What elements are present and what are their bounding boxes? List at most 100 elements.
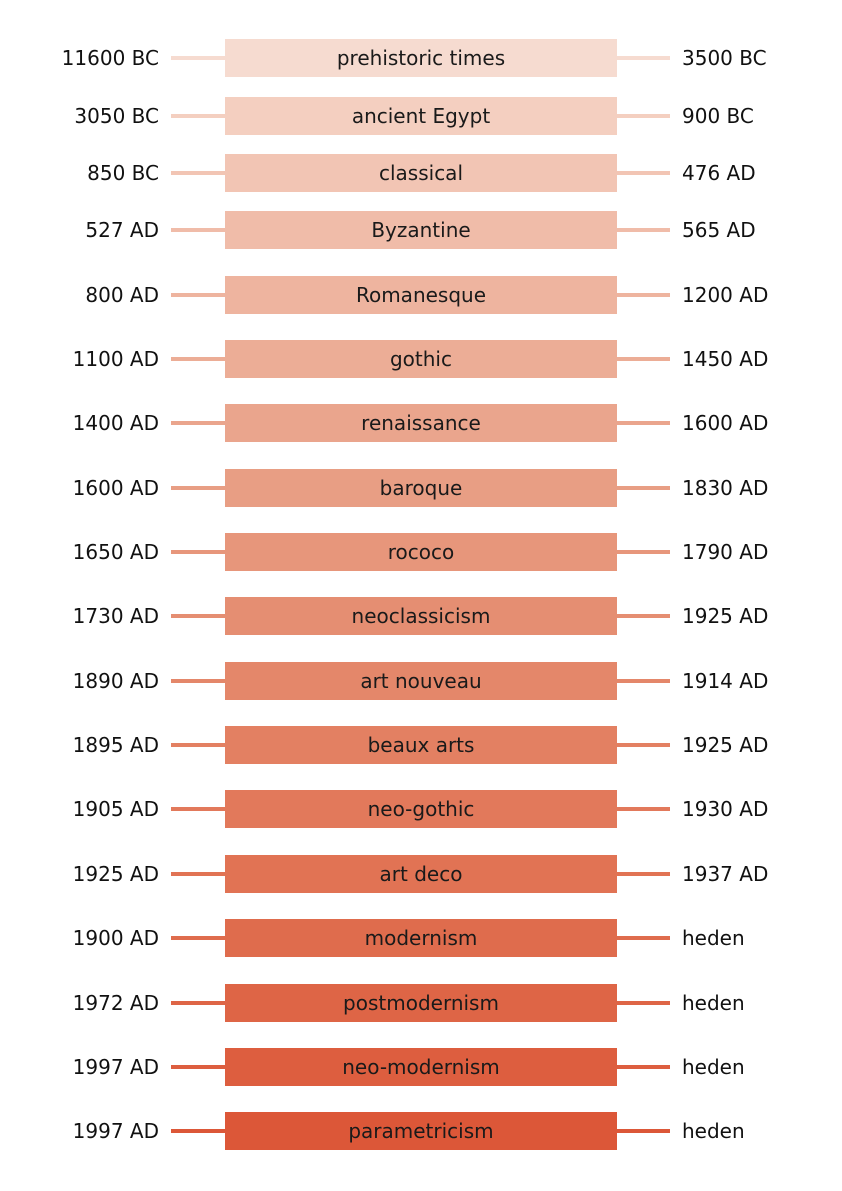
period-row: 1997 AD neo-modernism heden <box>0 1048 842 1086</box>
period-end-label: 1930 AD <box>682 797 769 821</box>
period-bar: ancient Egypt <box>225 97 617 135</box>
period-end-label: 3500 BC <box>682 46 767 70</box>
period-bar: classical <box>225 154 617 192</box>
connector-line-right <box>617 56 670 60</box>
period-bar: parametricism <box>225 1112 617 1150</box>
period-start-label: 11600 BC <box>61 46 159 70</box>
connector-line-left <box>171 357 225 361</box>
period-bar: rococo <box>225 533 617 571</box>
connector-line-left <box>171 1129 225 1133</box>
connector-line-right <box>617 293 670 297</box>
period-bar: baroque <box>225 469 617 507</box>
connector-line-right <box>617 114 670 118</box>
period-start-label: 3050 BC <box>74 104 159 128</box>
period-end-label: heden <box>682 926 745 950</box>
connector-line-left <box>171 114 225 118</box>
period-row: 850 BC classical 476 AD <box>0 154 842 192</box>
period-end-label: 900 BC <box>682 104 754 128</box>
period-start-label: 1997 AD <box>72 1055 159 1079</box>
period-start-label: 800 AD <box>85 283 159 307</box>
period-row: 1900 AD modernism heden <box>0 919 842 957</box>
connector-line-right <box>617 614 670 618</box>
period-row: 1905 AD neo-gothic 1930 AD <box>0 790 842 828</box>
period-end-label: 1790 AD <box>682 540 769 564</box>
connector-line-right <box>617 1129 670 1133</box>
period-row: 1600 AD baroque 1830 AD <box>0 469 842 507</box>
connector-line-left <box>171 679 225 683</box>
period-bar: Romanesque <box>225 276 617 314</box>
period-row: 1730 AD neoclassicism 1925 AD <box>0 597 842 635</box>
period-bar: neo-gothic <box>225 790 617 828</box>
period-row: 1895 AD beaux arts 1925 AD <box>0 726 842 764</box>
period-row: 527 AD Byzantine 565 AD <box>0 211 842 249</box>
period-bar: gothic <box>225 340 617 378</box>
period-row: 3050 BC ancient Egypt 900 BC <box>0 97 842 135</box>
connector-line-left <box>171 1065 225 1069</box>
period-end-label: 1925 AD <box>682 604 769 628</box>
period-start-label: 1730 AD <box>72 604 159 628</box>
period-end-label: 476 AD <box>682 161 756 185</box>
connector-line-left <box>171 743 225 747</box>
connector-line-right <box>617 679 670 683</box>
period-bar: Byzantine <box>225 211 617 249</box>
connector-line-left <box>171 936 225 940</box>
period-start-label: 1895 AD <box>72 733 159 757</box>
connector-line-left <box>171 421 225 425</box>
connector-line-right <box>617 550 670 554</box>
period-start-label: 527 AD <box>85 218 159 242</box>
period-row: 1925 AD art deco 1937 AD <box>0 855 842 893</box>
period-end-label: 1937 AD <box>682 862 769 886</box>
period-end-label: 1450 AD <box>682 347 769 371</box>
connector-line-left <box>171 293 225 297</box>
period-start-label: 850 BC <box>87 161 159 185</box>
period-end-label: 565 AD <box>682 218 756 242</box>
period-start-label: 1650 AD <box>72 540 159 564</box>
period-start-label: 1925 AD <box>72 862 159 886</box>
period-end-label: heden <box>682 991 745 1015</box>
connector-line-left <box>171 56 225 60</box>
connector-line-left <box>171 614 225 618</box>
period-bar: neo-modernism <box>225 1048 617 1086</box>
period-bar: renaissance <box>225 404 617 442</box>
period-row: 1650 AD rococo 1790 AD <box>0 533 842 571</box>
connector-line-right <box>617 1065 670 1069</box>
period-end-label: heden <box>682 1119 745 1143</box>
connector-line-right <box>617 872 670 876</box>
period-start-label: 1600 AD <box>72 476 159 500</box>
connector-line-right <box>617 807 670 811</box>
connector-line-left <box>171 872 225 876</box>
connector-line-right <box>617 743 670 747</box>
connector-line-right <box>617 171 670 175</box>
period-end-label: 1600 AD <box>682 411 769 435</box>
period-row: 1997 AD parametricism heden <box>0 1112 842 1150</box>
connector-line-right <box>617 1001 670 1005</box>
period-start-label: 1100 AD <box>72 347 159 371</box>
period-start-label: 1997 AD <box>72 1119 159 1143</box>
period-start-label: 1972 AD <box>72 991 159 1015</box>
period-end-label: 1200 AD <box>682 283 769 307</box>
period-end-label: 1914 AD <box>682 669 769 693</box>
period-bar: modernism <box>225 919 617 957</box>
period-row: 1100 AD gothic 1450 AD <box>0 340 842 378</box>
period-start-label: 1905 AD <box>72 797 159 821</box>
period-bar: postmodernism <box>225 984 617 1022</box>
period-row: 800 AD Romanesque 1200 AD <box>0 276 842 314</box>
period-bar: beaux arts <box>225 726 617 764</box>
period-start-label: 1900 AD <box>72 926 159 950</box>
period-end-label: 1925 AD <box>682 733 769 757</box>
connector-line-right <box>617 486 670 490</box>
period-bar: prehistoric times <box>225 39 617 77</box>
period-bar: art nouveau <box>225 662 617 700</box>
connector-line-right <box>617 228 670 232</box>
connector-line-right <box>617 936 670 940</box>
period-bar: art deco <box>225 855 617 893</box>
connector-line-left <box>171 1001 225 1005</box>
period-start-label: 1890 AD <box>72 669 159 693</box>
connector-line-left <box>171 550 225 554</box>
period-bar: neoclassicism <box>225 597 617 635</box>
period-row: 1400 AD renaissance 1600 AD <box>0 404 842 442</box>
connector-line-left <box>171 486 225 490</box>
connector-line-right <box>617 357 670 361</box>
period-start-label: 1400 AD <box>72 411 159 435</box>
